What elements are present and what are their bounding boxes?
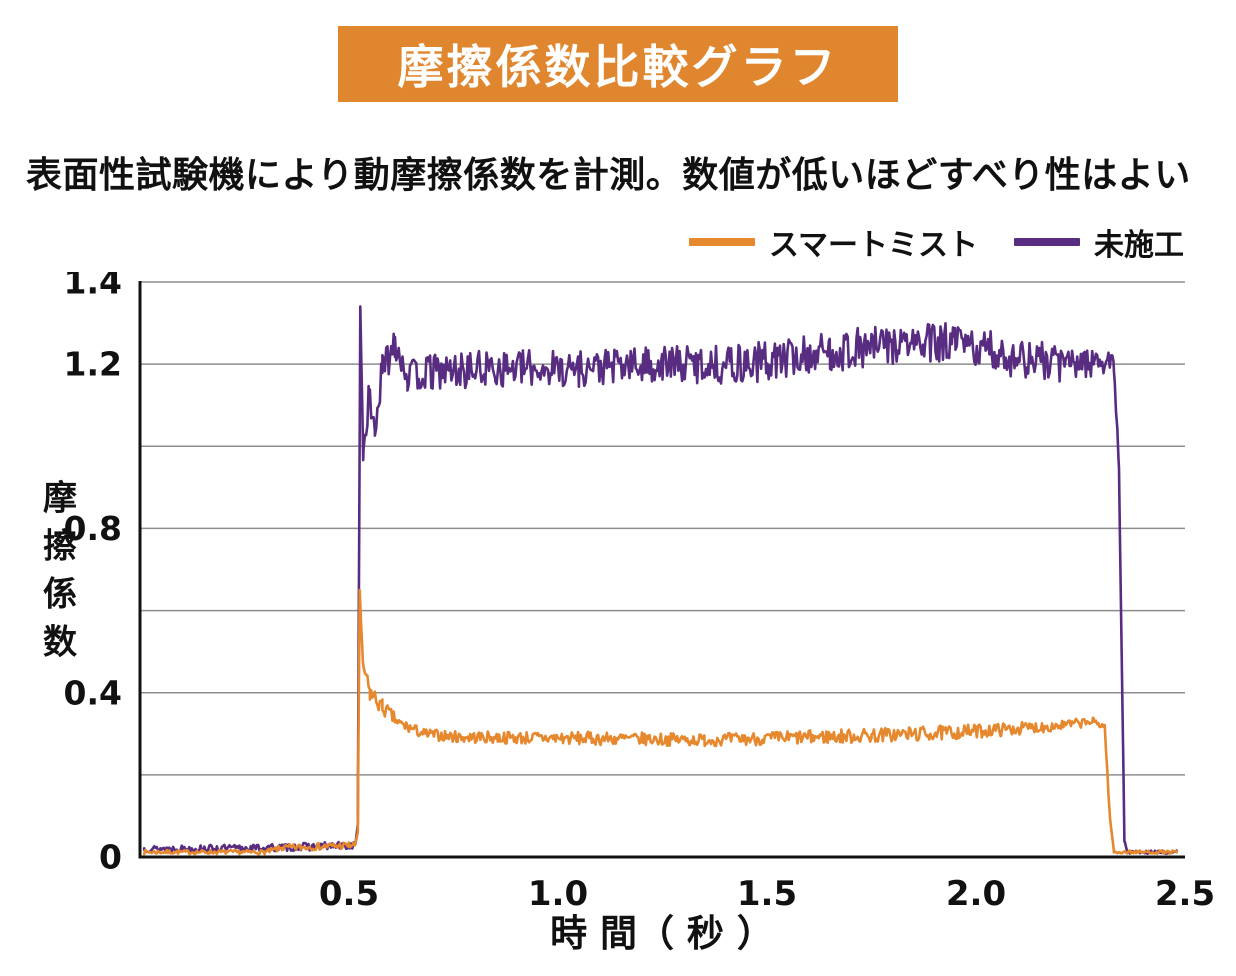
y-tick-label-0.4: 0.4 <box>64 673 122 712</box>
chart-svg: 0 0.4 0.8 1.2 1.4 0.5 1.0 1.5 2.0 2.5 摩擦係数 時 間（ 秒… <box>43 272 1216 955</box>
series-lines <box>142 305 1178 856</box>
legend-label-smartmist: スマートミスト <box>768 228 978 263</box>
y-tick-label-0: 0 <box>99 838 122 877</box>
y-axis-title-char-2: 係 <box>43 574 77 614</box>
y-axis-title: 摩擦係数 <box>43 478 77 662</box>
legend-swatch-smartmist <box>688 238 755 246</box>
page-title: 摩擦係数比較グラフ <box>397 40 839 94</box>
legend-swatch-untreated <box>1014 238 1080 246</box>
y-tick-label-1.2: 1.2 <box>64 345 122 384</box>
x-tick-label-2.0: 2.0 <box>946 874 1006 914</box>
chart-area: 0 0.4 0.8 1.2 1.4 0.5 1.0 1.5 2.0 2.5 摩擦係数 時 間（ 秒… <box>0 272 1236 972</box>
title-banner: 摩擦係数比較グラフ <box>338 26 898 102</box>
x-tick-label-0.5: 0.5 <box>319 874 379 914</box>
tick-labels: 0 0.4 0.8 1.2 1.4 0.5 1.0 1.5 2.0 2.5 <box>64 272 1216 914</box>
y-axis-title-char-1: 擦 <box>43 526 77 566</box>
y-axis-title-char-0: 摩 <box>43 478 77 518</box>
legend-item-untreated: 未施工 <box>1014 220 1184 264</box>
y-axis-title-char-3: 数 <box>43 622 77 662</box>
axes <box>138 281 1185 859</box>
y-tick-label-0.8: 0.8 <box>64 509 122 548</box>
series-untreated-line <box>142 305 1178 855</box>
x-axis-title: 時 間（ 秒 ） <box>550 912 774 955</box>
x-tick-label-1.0: 1.0 <box>528 874 588 914</box>
series-smartmist-line <box>142 588 1178 856</box>
chart-legend: スマートミスト 未施工 <box>0 220 1184 264</box>
x-tick-label-2.5: 2.5 <box>1155 874 1215 914</box>
chart-subtitle: 表面性試験機により動摩擦係数を計測。数値が低いほどすべり性はよい <box>26 155 1191 196</box>
y-tick-label-1.4: 1.4 <box>64 272 122 302</box>
x-tick-label-1.5: 1.5 <box>737 874 797 914</box>
legend-item-smartmist: スマートミスト <box>688 220 978 264</box>
legend-label-untreated: 未施工 <box>1094 228 1184 263</box>
